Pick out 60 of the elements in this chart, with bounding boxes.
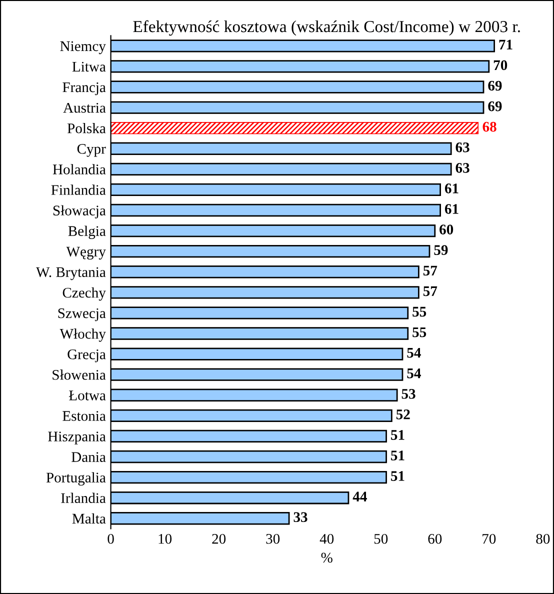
data-label: 57 bbox=[423, 286, 438, 296]
y-tick-label: Portugalia bbox=[46, 472, 106, 486]
data-label: 69 bbox=[488, 80, 502, 91]
data-label: 53 bbox=[402, 388, 416, 399]
x-tick-label: 80 bbox=[536, 534, 550, 544]
x-tick-label: 10 bbox=[158, 534, 172, 544]
data-label: 61 bbox=[444, 184, 458, 194]
data-label: 68 bbox=[482, 122, 496, 132]
data-label: 69 bbox=[488, 101, 502, 112]
y-tick-label: Finlandia bbox=[51, 184, 106, 195]
y-tick-label: Hiszpania bbox=[48, 432, 106, 444]
data-label: 33 bbox=[294, 512, 308, 522]
data-label: 57 bbox=[423, 266, 438, 276]
y-tick-label: Litwa bbox=[72, 62, 106, 72]
data-label: 71 bbox=[499, 40, 512, 50]
y-tick-label: Francja bbox=[62, 82, 106, 96]
data-label: 63 bbox=[456, 163, 470, 173]
data-label: 52 bbox=[396, 410, 410, 420]
y-tick-label: Austria bbox=[63, 102, 106, 113]
x-tick-label: 40 bbox=[320, 534, 334, 544]
y-tick-label: Cypr bbox=[77, 144, 106, 157]
x-tick-label: 30 bbox=[266, 534, 280, 544]
y-tick-label: Włochy bbox=[60, 328, 106, 342]
y-tick-label: Dania bbox=[72, 452, 106, 462]
data-label: 59 bbox=[434, 245, 448, 255]
data-label: 61 bbox=[444, 204, 458, 214]
y-tick-label: Belgia bbox=[68, 226, 106, 239]
bar bbox=[110, 122, 479, 134]
data-label: 54 bbox=[407, 348, 421, 358]
data-label: 51 bbox=[391, 430, 404, 440]
data-label: 55 bbox=[412, 327, 426, 338]
x-tick-label: 70 bbox=[482, 534, 496, 544]
chart-title: Efektywność kosztowa (wskaźnik Cost/Income) w 2003 r. bbox=[133, 20, 520, 36]
y-tick-label: Irlandia bbox=[61, 492, 106, 504]
x-tick-label: 50 bbox=[374, 534, 388, 544]
data-label: 44 bbox=[352, 492, 367, 502]
data-label: 63 bbox=[456, 142, 470, 152]
y-tick-label: Czechy bbox=[62, 287, 106, 301]
data-label: 60 bbox=[440, 224, 454, 234]
y-tick-label: Węgry bbox=[66, 246, 106, 260]
y-tick-label: Łotwa bbox=[68, 390, 106, 400]
x-tick-label: 0 bbox=[108, 534, 114, 544]
y-tick-label: Malta bbox=[72, 513, 106, 524]
y-tick-label: Szwecja bbox=[58, 308, 106, 322]
y-tick-label: Słowenia bbox=[52, 370, 106, 380]
y-tick-label: W. Brytania bbox=[36, 267, 106, 280]
y-tick-label: Holandia bbox=[52, 164, 106, 174]
x-axis-title: % bbox=[321, 552, 332, 563]
data-label: 54 bbox=[407, 368, 421, 378]
y-tick-label: Estonia bbox=[62, 411, 106, 421]
y-tick-label: Grecja bbox=[68, 349, 106, 362]
y-tick-label: Słowacja bbox=[53, 205, 106, 218]
data-label: 51 bbox=[391, 450, 404, 460]
y-tick-label: Niemcy bbox=[60, 41, 106, 54]
data-label: 51 bbox=[391, 471, 404, 481]
x-tick-label: 60 bbox=[428, 534, 442, 544]
data-label: 55 bbox=[412, 306, 426, 317]
y-tick-label: Polska bbox=[67, 123, 106, 134]
data-label: 70 bbox=[494, 60, 508, 70]
x-tick-label: 20 bbox=[212, 534, 226, 544]
